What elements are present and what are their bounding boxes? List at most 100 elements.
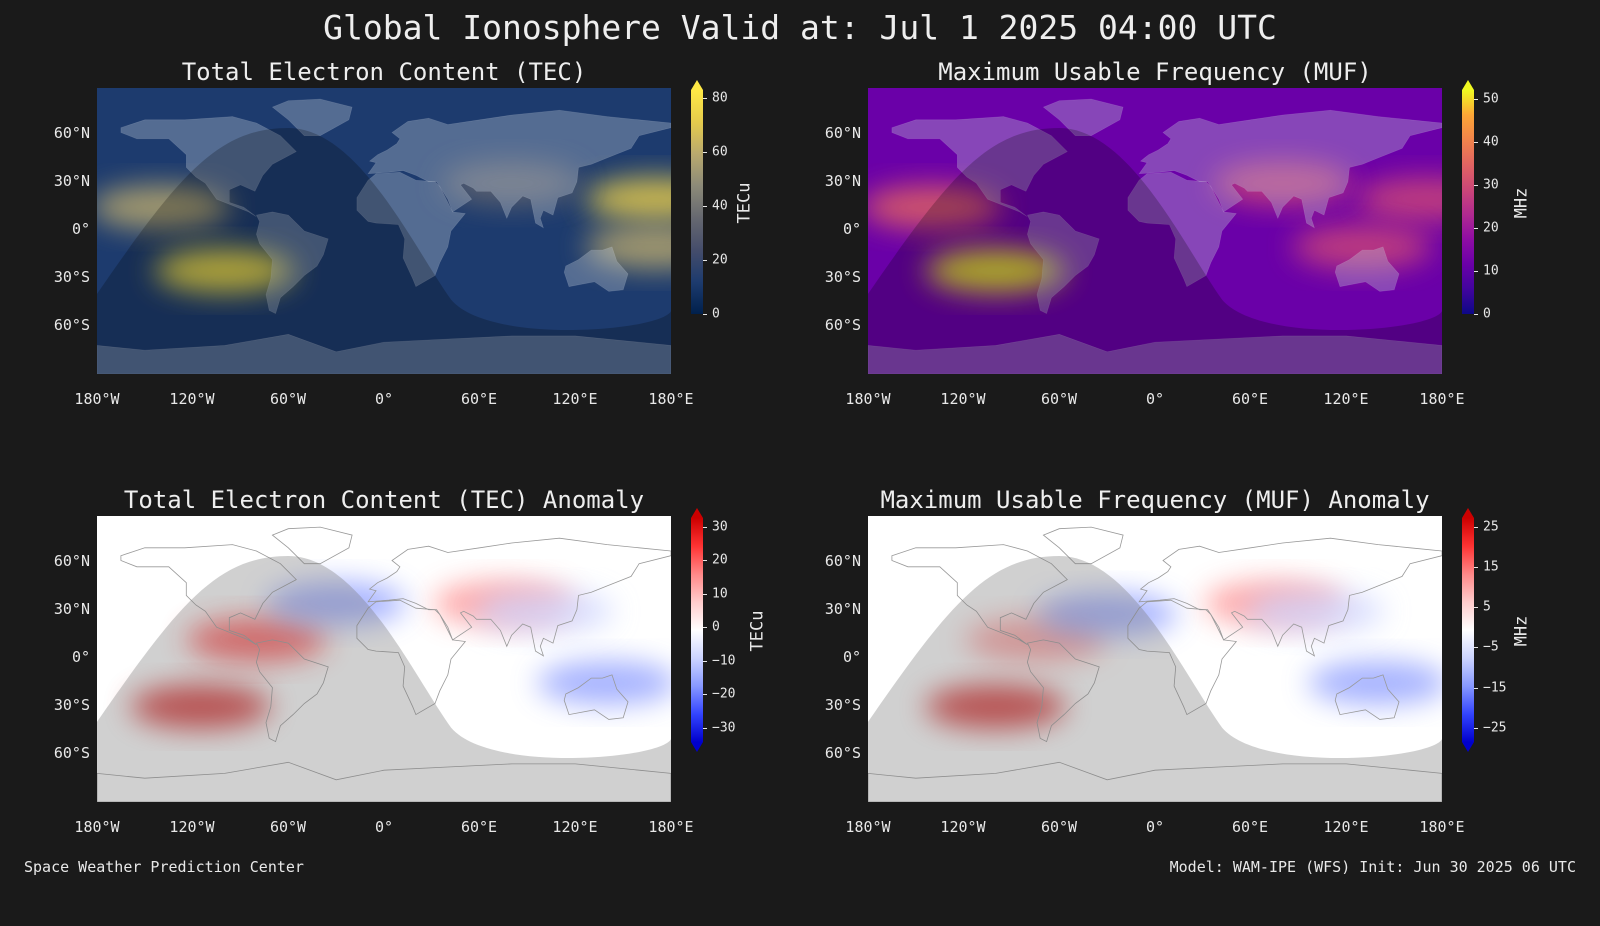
continent-outline bbox=[1334, 674, 1400, 720]
colorbar-gradient bbox=[691, 518, 703, 742]
colorbar-gradient bbox=[1462, 518, 1474, 742]
data-feature bbox=[1244, 589, 1385, 634]
colorbar-label: TECu bbox=[734, 182, 755, 224]
colorbar-tickmark bbox=[1474, 142, 1478, 143]
colorbar-extend-max bbox=[1462, 80, 1474, 90]
colorbar-tickmark bbox=[1474, 567, 1478, 568]
map-canvas bbox=[97, 88, 671, 374]
colorbar-tickmark bbox=[1474, 99, 1478, 100]
continent-outline bbox=[891, 544, 1068, 646]
colorbar bbox=[691, 90, 703, 314]
lon-tick: 120°E bbox=[1323, 818, 1369, 836]
data-feature bbox=[868, 185, 1002, 230]
colorbar-tick: 40 bbox=[712, 198, 728, 214]
continent-outline bbox=[356, 171, 466, 288]
colorbar-tick: 60 bbox=[712, 144, 728, 160]
lon-tick: 180°E bbox=[1419, 818, 1465, 836]
colorbar-tickmark bbox=[703, 98, 707, 99]
colorbar-canvas bbox=[691, 90, 703, 314]
map-background bbox=[97, 88, 671, 374]
data-feature bbox=[266, 581, 407, 626]
panel-muf: Maximum Usable Frequency (MUF) 60°N 30°N… bbox=[771, 58, 1571, 498]
lon-tick: 60°E bbox=[1231, 818, 1269, 836]
lon-tick: 0° bbox=[1145, 390, 1165, 408]
lon-tick: 0° bbox=[1145, 818, 1165, 836]
lat-tick: 60°S bbox=[53, 316, 90, 334]
data-feature bbox=[154, 248, 295, 293]
continent-outline bbox=[1042, 526, 1124, 565]
lon-tick: 120°W bbox=[940, 390, 986, 408]
lon-tick: 60°E bbox=[1231, 390, 1269, 408]
continent-outline bbox=[255, 211, 329, 315]
lon-tick: 60°W bbox=[269, 818, 307, 836]
continent-outline bbox=[1026, 211, 1100, 315]
lat-tick: 30°S bbox=[824, 268, 861, 286]
colorbar-label: TECu bbox=[747, 610, 768, 652]
colorbar-canvas bbox=[1462, 518, 1474, 742]
data-feature bbox=[585, 224, 671, 269]
map-canvas bbox=[97, 516, 671, 802]
continent-outline bbox=[563, 674, 629, 720]
colorbar-label: MHz bbox=[1511, 615, 1532, 647]
data-feature bbox=[925, 684, 1066, 729]
colorbar-tick: −15 bbox=[1483, 680, 1507, 696]
lat-tick: 60°N bbox=[824, 552, 861, 570]
lat-tick: 30°S bbox=[824, 696, 861, 714]
lon-tick: 120°E bbox=[1323, 390, 1369, 408]
continent-outline bbox=[356, 599, 467, 716]
colorbar-tickmark bbox=[703, 206, 707, 207]
continent-outline bbox=[367, 537, 671, 657]
data-feature bbox=[473, 589, 614, 634]
colorbar bbox=[1462, 518, 1474, 742]
colorbar-tickmark bbox=[703, 152, 707, 153]
colorbar-tick: 80 bbox=[712, 90, 728, 106]
lon-tick: 60°W bbox=[1040, 818, 1078, 836]
colorbar-tick: 50 bbox=[1483, 91, 1499, 107]
lat-tick: 60°N bbox=[53, 552, 90, 570]
colorbar bbox=[691, 518, 703, 742]
lat-tick: 0° bbox=[842, 220, 861, 238]
lat-tick: 60°S bbox=[824, 316, 861, 334]
colorbar-tickmark bbox=[703, 594, 707, 595]
colorbar-tick: 20 bbox=[712, 252, 728, 268]
lon-tick: 120°E bbox=[552, 390, 598, 408]
colorbar-tickmark bbox=[703, 694, 707, 695]
data-feature bbox=[537, 660, 671, 705]
colorbar-canvas bbox=[1462, 90, 1474, 314]
lat-tick: 60°N bbox=[53, 124, 90, 142]
lon-tick: 120°E bbox=[552, 818, 598, 836]
colorbar bbox=[1462, 90, 1474, 314]
data-feature bbox=[1292, 224, 1433, 269]
colorbar-extend-min bbox=[1462, 742, 1474, 752]
lon-tick: 180°E bbox=[1419, 390, 1465, 408]
continent-outline bbox=[1026, 639, 1100, 743]
lat-tick: 30°N bbox=[824, 600, 861, 618]
data-feature bbox=[1037, 592, 1178, 637]
colorbar-label: MHz bbox=[1511, 187, 1532, 219]
continent-outline bbox=[1127, 599, 1238, 716]
lon-tick: 180°E bbox=[648, 818, 694, 836]
continent-outline bbox=[271, 526, 353, 565]
lon-tick: 180°W bbox=[74, 818, 120, 836]
lon-tick: 60°W bbox=[1040, 390, 1078, 408]
continent-outline bbox=[120, 544, 297, 646]
panel-title: Maximum Usable Frequency (MUF) bbox=[938, 58, 1372, 86]
lon-tick: 120°W bbox=[169, 818, 215, 836]
lon-tick: 120°W bbox=[169, 390, 215, 408]
lon-tick: 60°E bbox=[460, 818, 498, 836]
lon-tick: 60°W bbox=[269, 390, 307, 408]
map-tec bbox=[97, 88, 671, 374]
lat-tick: 0° bbox=[71, 220, 90, 238]
colorbar-tick: −5 bbox=[1483, 639, 1499, 655]
continent-outline bbox=[1127, 171, 1237, 288]
colorbar-tickmark bbox=[703, 627, 707, 628]
colorbar-gradient bbox=[1462, 90, 1474, 314]
data-feature bbox=[1356, 177, 1442, 222]
data-feature bbox=[441, 161, 582, 206]
continent-outline bbox=[255, 639, 329, 743]
continent-outline bbox=[97, 761, 671, 802]
continent-outline bbox=[1138, 537, 1442, 657]
colorbar-tickmark bbox=[1474, 728, 1478, 729]
data-feature bbox=[130, 684, 271, 729]
lat-tick: 30°N bbox=[53, 172, 90, 190]
